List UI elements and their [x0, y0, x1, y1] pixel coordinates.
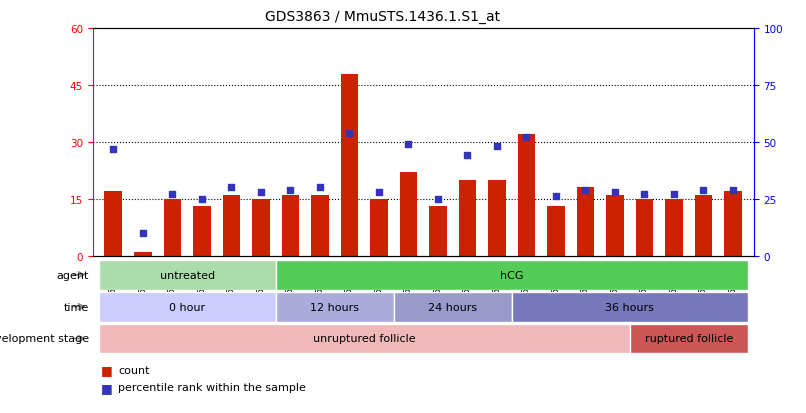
- Text: development stage: development stage: [0, 334, 89, 344]
- FancyBboxPatch shape: [98, 292, 276, 322]
- Bar: [252, 199, 270, 256]
- Point: [667, 191, 680, 198]
- Bar: [164, 199, 181, 256]
- Point: [402, 141, 415, 148]
- Text: 36 hours: 36 hours: [605, 302, 654, 312]
- Bar: [222, 195, 240, 256]
- Bar: [105, 192, 123, 256]
- Text: untreated: untreated: [160, 270, 214, 280]
- Point: [343, 130, 355, 137]
- Point: [579, 187, 592, 193]
- Point: [372, 189, 385, 196]
- Point: [726, 187, 739, 193]
- Text: GDS3863 / MmuSTS.1436.1.S1_at: GDS3863 / MmuSTS.1436.1.S1_at: [265, 10, 501, 24]
- Bar: [695, 195, 713, 256]
- FancyBboxPatch shape: [276, 260, 748, 290]
- FancyBboxPatch shape: [393, 292, 512, 322]
- Point: [136, 230, 149, 237]
- Point: [314, 185, 326, 191]
- Bar: [281, 195, 299, 256]
- FancyBboxPatch shape: [512, 292, 748, 322]
- Bar: [370, 199, 388, 256]
- Bar: [311, 195, 329, 256]
- Bar: [134, 252, 152, 256]
- Point: [461, 153, 474, 159]
- Bar: [488, 180, 506, 256]
- Point: [431, 196, 444, 202]
- Point: [638, 191, 651, 198]
- Bar: [636, 199, 654, 256]
- Text: agent: agent: [56, 270, 89, 280]
- Text: ■: ■: [101, 381, 113, 394]
- Bar: [400, 173, 418, 256]
- Bar: [193, 207, 210, 256]
- Text: hCG: hCG: [500, 270, 523, 280]
- Bar: [517, 135, 535, 256]
- Text: ■: ■: [101, 363, 113, 377]
- Point: [491, 144, 504, 150]
- Bar: [606, 195, 624, 256]
- Bar: [459, 180, 476, 256]
- FancyBboxPatch shape: [98, 260, 276, 290]
- Text: 12 hours: 12 hours: [310, 302, 359, 312]
- Text: percentile rank within the sample: percentile rank within the sample: [118, 382, 306, 392]
- Text: 0 hour: 0 hour: [169, 302, 206, 312]
- Point: [255, 189, 268, 196]
- Text: time: time: [64, 302, 89, 312]
- Bar: [547, 207, 565, 256]
- Point: [195, 196, 208, 202]
- Text: count: count: [118, 365, 150, 375]
- Bar: [576, 188, 594, 256]
- Point: [609, 189, 621, 196]
- FancyBboxPatch shape: [98, 324, 629, 354]
- Point: [550, 194, 563, 200]
- Point: [166, 191, 179, 198]
- Point: [107, 146, 120, 152]
- Text: ruptured follicle: ruptured follicle: [645, 334, 733, 344]
- Bar: [665, 199, 683, 256]
- Point: [225, 185, 238, 191]
- Text: 24 hours: 24 hours: [428, 302, 477, 312]
- Point: [697, 187, 710, 193]
- Bar: [724, 192, 742, 256]
- Bar: [429, 207, 447, 256]
- FancyBboxPatch shape: [276, 292, 393, 322]
- Point: [520, 135, 533, 141]
- Point: [284, 187, 297, 193]
- Bar: [341, 74, 358, 256]
- FancyBboxPatch shape: [629, 324, 748, 354]
- Text: unruptured follicle: unruptured follicle: [313, 334, 415, 344]
